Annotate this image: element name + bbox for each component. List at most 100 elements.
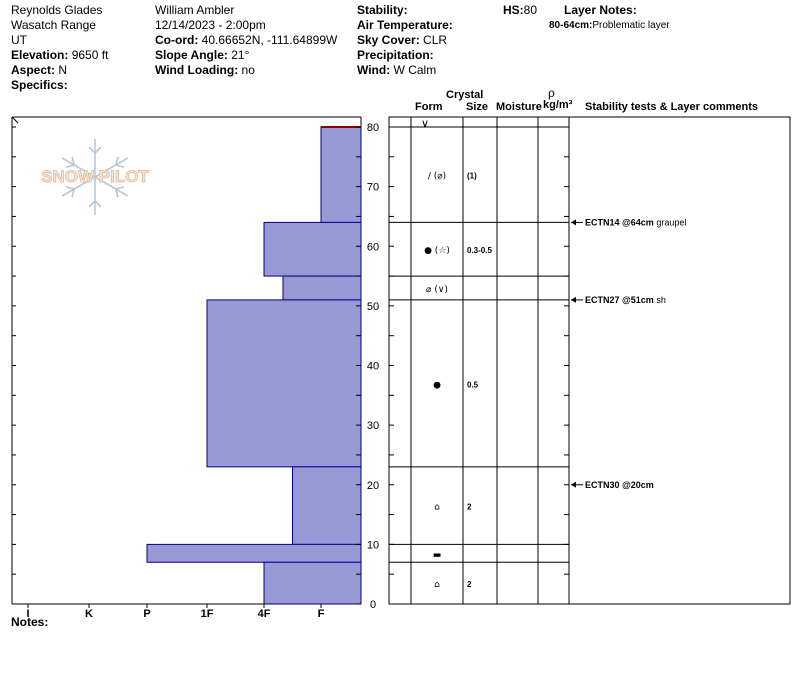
layer-size: 2 [467,503,472,512]
location-name: Reynolds Glades [11,3,103,17]
elevation-label: Elevation: [11,48,69,62]
specifics-row: Specifics: [11,78,108,93]
size-header: Size [466,101,489,113]
layer-form: ∕ (⌀) [428,172,446,182]
layer-size: (1) [467,172,477,181]
x-tick-label: I [26,608,29,620]
site-info: Reynolds Glades Wasatch Range UT Elevati… [11,3,108,93]
plot-corner-mark [11,116,19,124]
y-tick-label: 0 [370,599,376,611]
density-rho-header: ρ [548,86,555,100]
range-name: Wasatch Range [11,18,96,32]
stability-test: ECTN14 @64cm graupel [585,217,686,227]
layer-form: ⌂ [434,580,440,590]
x-tick-label: 4F [258,608,271,620]
x-tick-label: K [85,608,93,620]
snowpilot-logo: SNOW PILOT [33,137,157,217]
moisture-header: Moisture [496,101,542,113]
layer-size: 0.3-0.5 [467,246,492,255]
hardness-bar [263,221,362,277]
test-result: ECTN27 @51cm [585,295,654,305]
table-border [388,116,791,605]
sky-row: Sky Cover: CLR [357,33,453,48]
test-arrow [571,219,576,226]
form-header: Form [415,101,443,113]
specifics-label: Specifics: [11,78,68,92]
wind-label: Wind: [357,63,391,77]
layer-note-range: 80-64cm: [549,20,593,31]
elevation-value: 9650 ft [68,48,109,62]
precip-label: Precipitation: [357,48,434,62]
x-tick-label: 1F [201,608,214,620]
surface-form-symbol: ∨ [421,117,429,130]
sky-label: Sky Cover: [357,33,420,47]
layer-size: 0.5 [467,380,479,389]
stability-tests: ECTN14 @64cm graupel ECTN27 @51cm sh ECTN3… [571,217,686,490]
aspect-row: Aspect: N [11,63,108,78]
weather-info: Stability: Air Temperature: Sky Cover: C… [357,3,453,78]
slope-value: 21° [227,48,250,62]
slope-label: Slope Angle: [155,48,228,62]
hs-label: HS: [503,3,524,17]
observer-name: William Ambler [155,3,235,17]
slope-row: Slope Angle: 21° [155,48,337,63]
logo-text: SNOW PILOT [41,167,149,186]
y-tick-label: 20 [367,480,379,492]
y-tick-label: 10 [367,539,379,551]
state-name: UT [11,33,27,47]
snowflake-icon: SNOW PILOT [41,139,150,215]
wind-loading-value: no [238,63,255,77]
test-comment: graupel [654,217,687,227]
test-arrow [571,296,576,303]
elevation-row: Elevation: 9650 ft [11,48,108,63]
stability-test: ECTN30 @20cm [585,480,654,490]
layer-form: ● (☆) [424,246,450,256]
hardness-bars [146,126,362,605]
chart-axes: I K P 1F 4F F 0 10 20 30 40 50 60 70 80 [12,122,379,620]
y-tick-label: 50 [367,301,379,313]
wind-loading-row: Wind Loading: no [155,63,337,78]
stability-row: Stability: [357,3,453,18]
hs-row: HS:80 [503,3,537,18]
layer-form: ▬ [433,550,442,560]
stability-header: Stability tests & Layer comments [585,101,759,113]
hardness-bar [282,275,362,301]
y-tick-label: 60 [367,241,379,253]
aspect-label: Aspect: [11,63,56,77]
test-arrow [571,481,576,488]
stability-label: Stability: [357,3,408,17]
wind-value: W Calm [390,63,437,77]
observation-info: William Ambler 12/14/2023 - 2:00pm Co-or… [155,3,337,78]
y-tick-label: 40 [367,361,379,373]
test-result: ECTN30 @20cm [585,480,654,490]
wind-loading-label: Wind Loading: [155,63,239,77]
coord-label: Co-ord: [155,33,199,47]
y-tick-label: 80 [367,122,379,134]
layer-notes-heading: Layer Notes: [564,3,637,18]
precip-row: Precipitation: [357,48,453,63]
layer-table: ∨ ∕ (⌀) (1) ● (☆) 0.3-0.5 ⌀ (∨) ● 0.5 ⌂ 2 ▬ ⌂ 2 [388,116,791,605]
layer-note-text: Problematic layer [592,20,670,31]
crystal-header: Crystal [446,89,484,101]
x-tick-label: P [143,608,150,620]
air-temp-row: Air Temperature: [357,18,453,33]
test-comment: sh [654,295,666,305]
hardness-bar [146,543,362,563]
observation-datetime: 12/14/2023 - 2:00pm [155,18,266,32]
notes-label: Notes: [11,615,49,629]
density-unit-header: kg/m³ [543,99,573,111]
hardness-bar [206,299,362,468]
notes-row: Notes: [11,615,48,630]
test-result: ECTN14 @64cm [585,217,654,227]
aspect-value: N [55,63,68,77]
hardness-bar [292,466,362,545]
layer-size: 2 [467,580,472,589]
layer-form: ● [433,380,441,390]
y-tick-label: 30 [367,420,379,432]
stability-test: ECTN27 @51cm sh [585,295,666,305]
air-temp-label: Air Temperature: [357,18,453,32]
hardness-bar [263,561,362,605]
x-tick-label: F [318,608,325,620]
layer-notes-label: Layer Notes: [564,3,637,17]
